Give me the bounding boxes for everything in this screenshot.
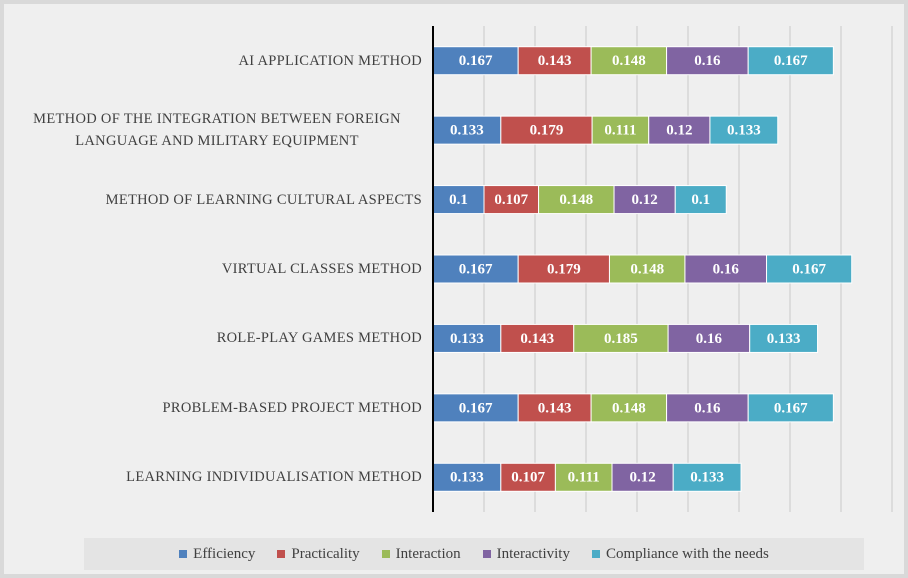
data-label: 0.1 [691,192,710,208]
data-label: 0.12 [632,192,658,208]
bar-segment [432,462,502,492]
data-label: 0.16 [696,331,723,347]
legend-item: Interactivity [482,545,570,563]
bar-segment [590,46,668,76]
legend-swatch [591,550,600,558]
data-label: 0.111 [568,470,600,486]
category-text: PROBLEM-BASED PROJECT METHOD [162,399,422,416]
chart-frame: 0.167 0.143 0.148 0.16 0.167 0.133 0.179 0.111 0… [4,4,904,574]
bar-segment [432,323,502,353]
bar-segment [432,185,485,215]
data-label: 0.1 [449,192,468,208]
data-label: 0.107 [511,470,545,486]
category-label: PROBLEM-BASED PROJECT METHOD [12,383,422,433]
data-label: 0.167 [459,400,493,416]
legend-item: Practicality [277,545,360,563]
data-label: 0.16 [694,53,721,69]
bar-segment [613,185,676,215]
bar-segment [749,323,819,353]
data-label: 0.167 [774,400,808,416]
legend-item: Interaction [381,545,461,563]
category-text: VIRTUAL CLASSES METHOD [221,261,422,277]
bar-segment [611,462,674,492]
data-label: 0.143 [538,400,572,416]
category-label: AI APPLICATION METHOD [12,36,422,86]
legend-item: Compliance with the needs [591,545,769,563]
bar-segment [432,115,502,145]
data-label: 0.16 [694,400,721,416]
data-label: 0.133 [450,331,484,347]
category-text: METHOD OF LEARNING CULTURAL ASPECTS [105,191,422,208]
data-label: 0.143 [538,53,572,69]
category-label: METHOD OF LEARNING CULTURAL ASPECTS [12,175,422,225]
bar-segment [666,46,749,76]
legend-item: Efficiency [179,546,255,563]
bar-segment [667,323,751,353]
data-label: 0.167 [792,261,826,277]
bar-segment [674,185,727,215]
legend-swatch [277,550,286,558]
category-label: LEARNING INDIVIDUALISATION METHOD [12,452,422,502]
data-label: 0.12 [666,123,692,139]
data-label: 0.12 [629,470,655,486]
category-text: METHOD OF THE INTEGRATION BETWEEN FOREIG… [33,111,401,150]
bar-segment [517,393,592,423]
bar-segment [747,46,834,76]
bar-segment [538,185,615,215]
data-label: 0.16 [713,261,740,277]
bar-segment [666,393,749,423]
legend-swatch [179,550,188,558]
data-label: 0.167 [774,53,808,69]
bar-segment [672,462,742,492]
bar-segment [591,115,650,145]
data-label: 0.148 [612,53,646,69]
data-label: 0.185 [604,331,638,347]
legend-label: Practicality [291,545,360,562]
bar-segment [684,254,768,284]
bar-segment [517,46,592,76]
category-label: VIRTUAL CLASSES METHOD [12,244,422,294]
data-label: 0.133 [767,331,801,347]
legend-label: Efficiency [193,545,256,562]
data-label: 0.179 [530,123,564,139]
bar-segment [648,115,711,145]
category-text: ROLE-PLAY GAMES METHOD [216,330,422,347]
data-label: 0.148 [612,400,646,416]
bar-segment [573,323,669,353]
data-label: 0.143 [520,331,554,347]
data-label: 0.148 [630,261,664,277]
bar-segment [766,254,853,284]
legend: Efficiency Practicality Interaction Interac… [84,538,864,570]
bar-segment [608,254,686,284]
legend-label: Interactivity [496,545,570,562]
legend-swatch [482,550,491,558]
category-text: LEARNING INDIVIDUALISATION METHOD [126,469,422,486]
category-label: METHOD OF THE INTEGRATION BETWEEN FOREIG… [12,105,422,155]
chart: 0.167 0.143 0.148 0.16 0.167 0.133 0.179 0.111 0… [432,26,893,512]
bar-segment [500,323,575,353]
category-label: ROLE-PLAY GAMES METHOD [12,313,422,363]
bar-segment [483,185,540,215]
data-label: 0.133 [727,123,761,139]
data-label: 0.167 [459,261,493,277]
data-label: 0.107 [494,192,528,208]
legend-label: Compliance with the needs [605,545,769,562]
data-label: 0.179 [547,261,581,277]
legend-label: Interaction [395,545,461,562]
bar-segment [709,115,779,145]
legend-swatch [381,550,390,558]
data-label: 0.133 [450,470,484,486]
data-label: 0.148 [559,192,593,208]
data-label: 0.133 [690,470,724,486]
category-text: AI APPLICATION METHOD [238,52,422,69]
bar-segment [747,393,834,423]
data-label: 0.133 [450,123,484,139]
data-label: 0.111 [604,123,636,139]
data-label: 0.167 [459,53,493,69]
